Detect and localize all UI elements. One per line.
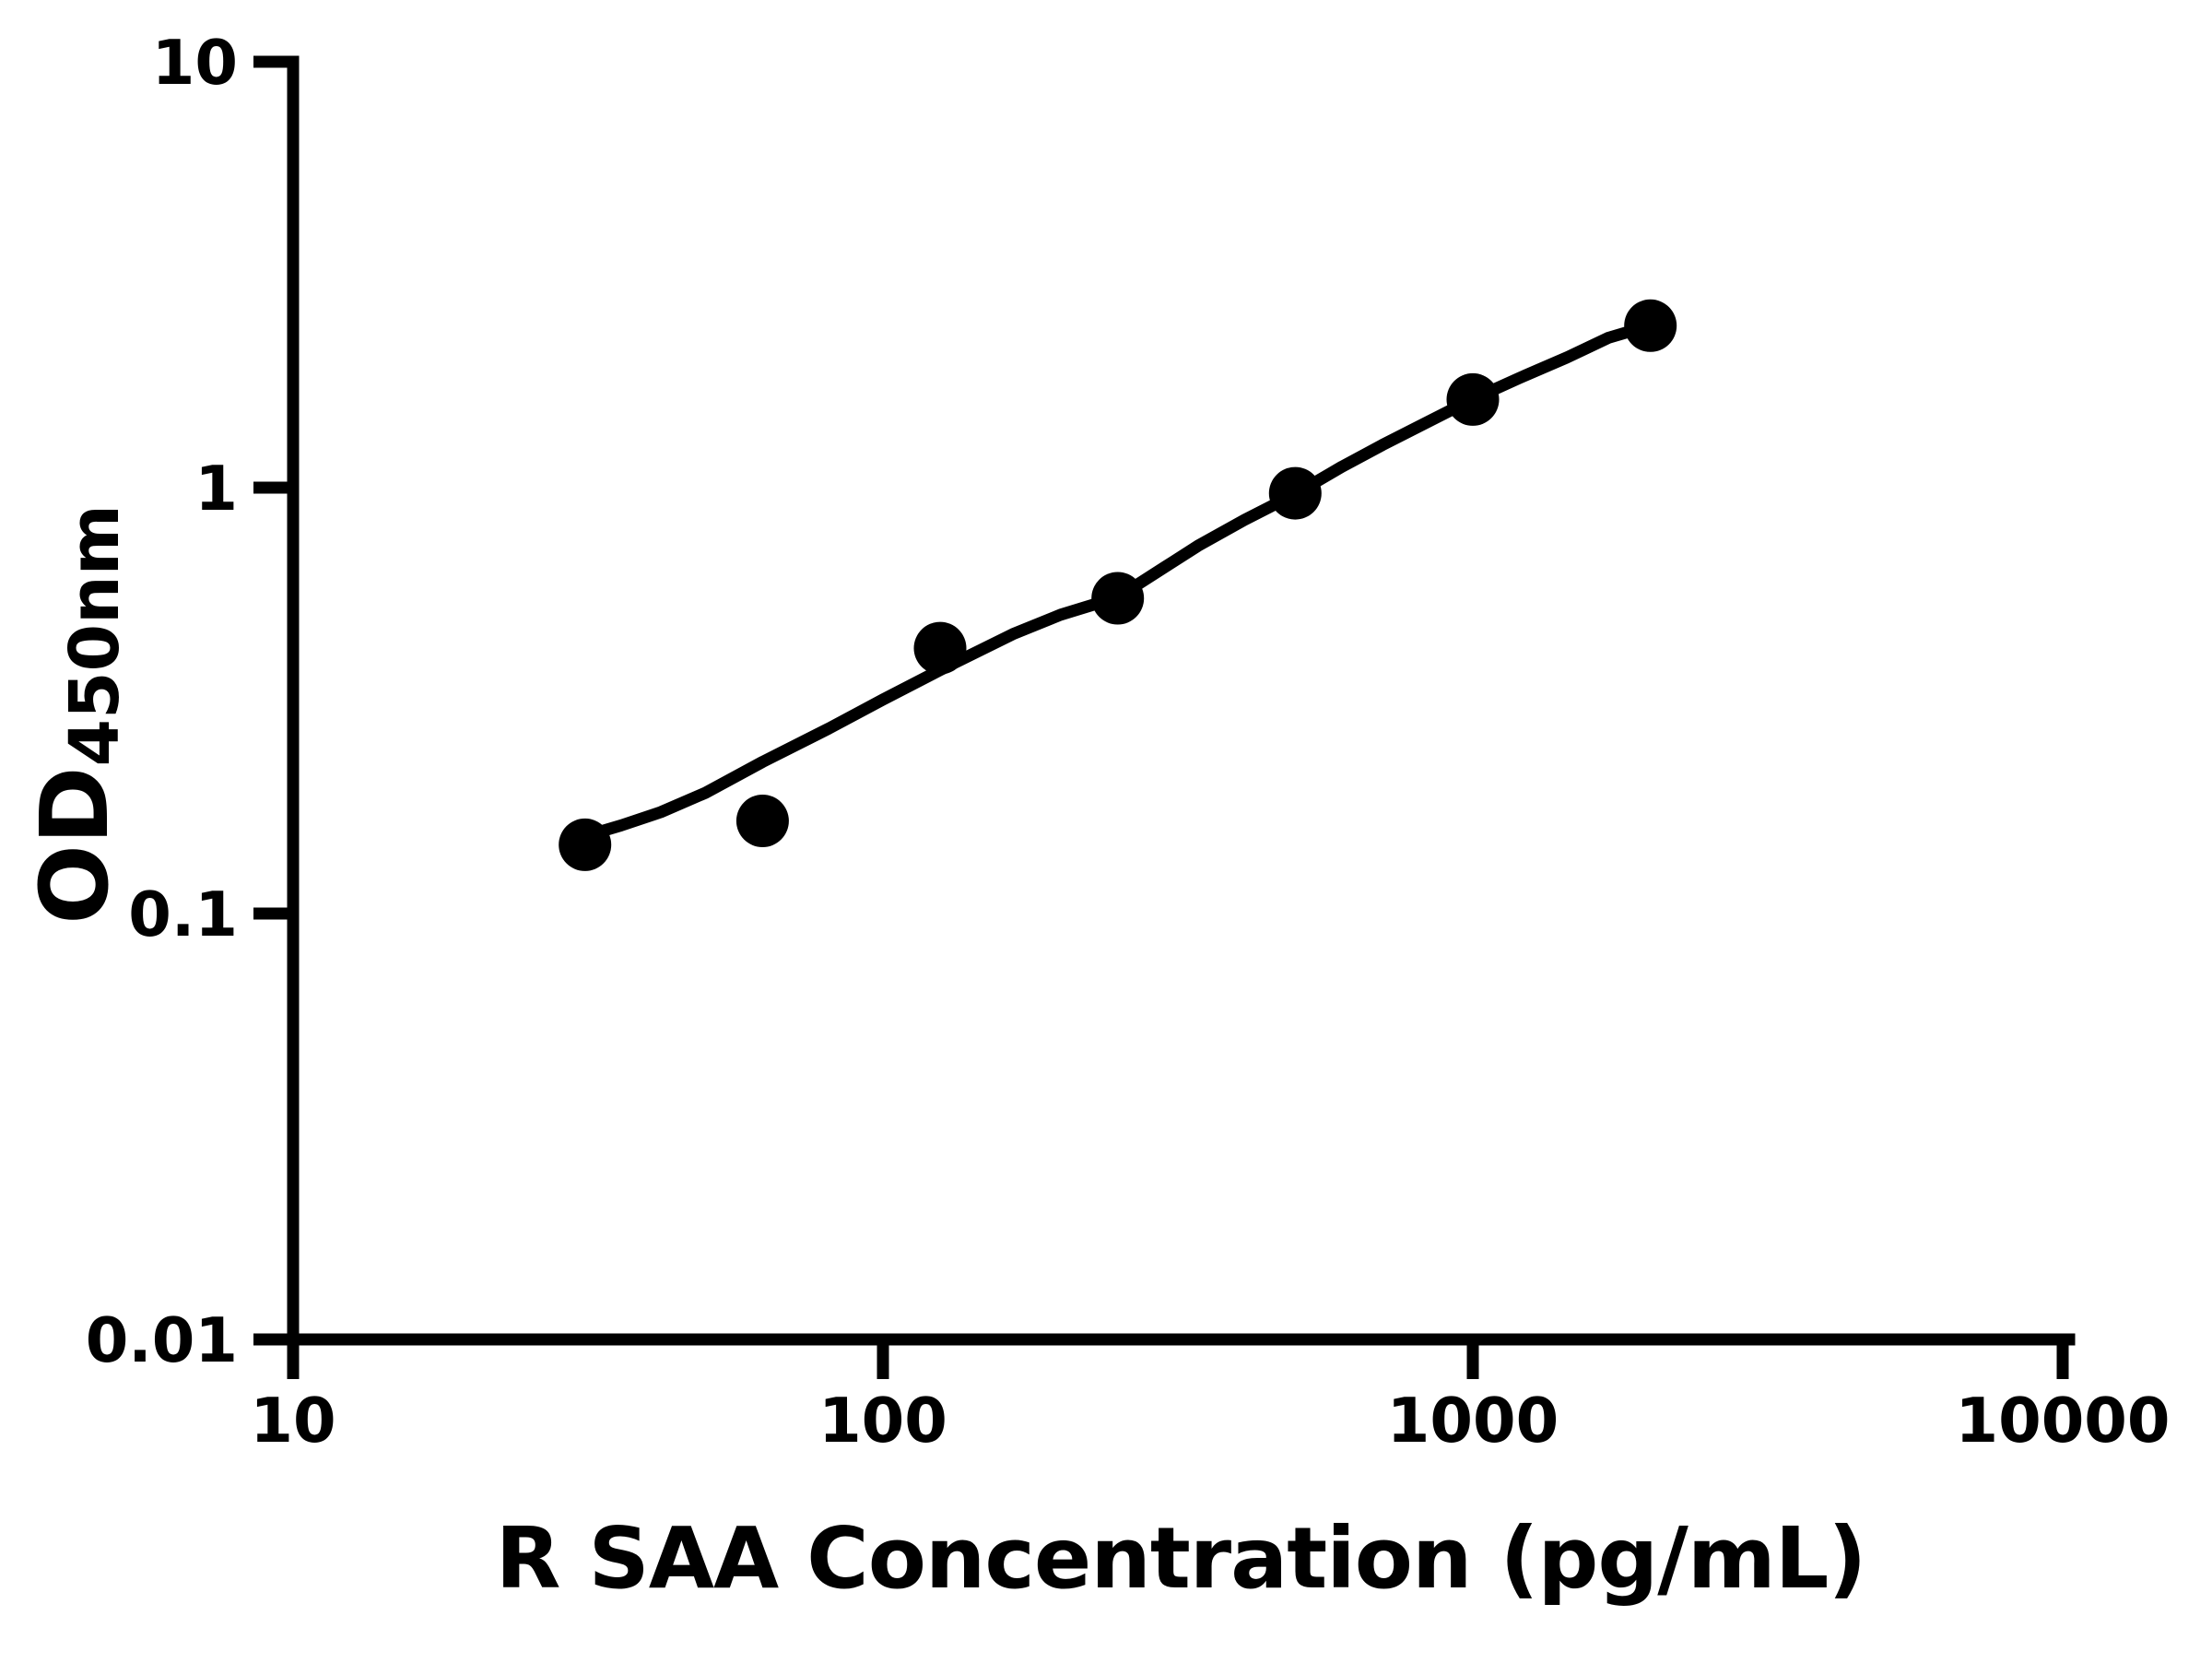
axes-layer — [287, 55, 2076, 1346]
y-tick-label: 10 — [152, 27, 238, 99]
data-point — [1268, 466, 1322, 520]
od-subscript-label: 450nm — [55, 504, 135, 766]
data-point — [913, 621, 967, 675]
data-point — [559, 818, 612, 871]
x-tick-label: 1000 — [1387, 1385, 1559, 1457]
y-axis-title: OD450nm — [20, 504, 135, 925]
y-tick-label: 0.01 — [86, 1304, 238, 1376]
x-tick-label: 100 — [818, 1385, 947, 1457]
x-axis-title: R SAA Concentration (pg/mL) — [496, 1509, 1866, 1608]
data-point — [1624, 299, 1677, 352]
y-tick-label: 1 — [194, 453, 238, 525]
data-point — [735, 795, 789, 847]
data-point — [1446, 372, 1500, 426]
od-label: OD — [20, 766, 130, 924]
x-tick-label: 10 — [250, 1385, 335, 1457]
x-tick-label: 10000 — [1955, 1385, 2170, 1457]
data-point — [1091, 572, 1145, 625]
y-tick-label: 0.1 — [128, 879, 238, 950]
data-point-layer — [559, 299, 1677, 871]
